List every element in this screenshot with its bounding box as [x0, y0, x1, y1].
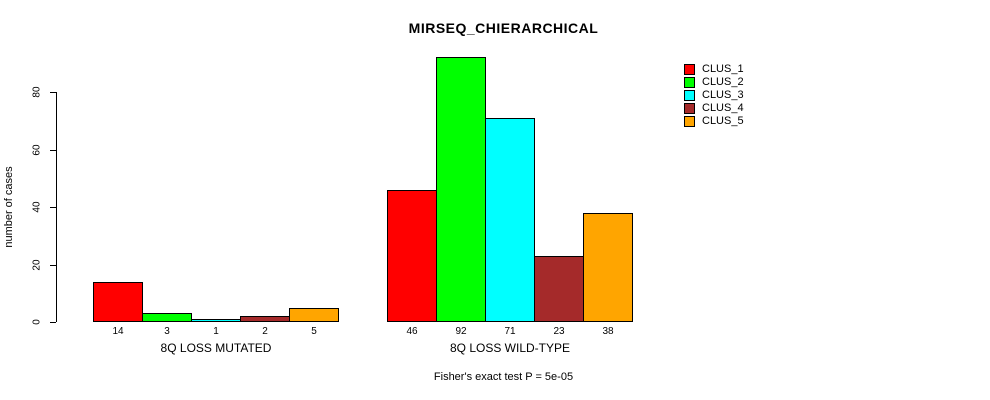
bar-clus_4-group2 — [534, 256, 584, 322]
y-axis-tick-label: 60 — [31, 143, 43, 156]
legend-swatch-clus_3 — [684, 90, 695, 101]
legend-item-clus_3: CLUS_3 — [684, 89, 744, 102]
legend-label-clus_1: CLUS_1 — [702, 63, 744, 75]
bar-clus_1-group1 — [93, 282, 143, 322]
bar-value-clus_3-group2: 71 — [504, 326, 516, 337]
bar-clus_2-group1 — [142, 313, 192, 322]
y-axis-tick — [50, 322, 56, 323]
bar-value-clus_1-group1: 14 — [112, 326, 124, 337]
group-label-2: 8Q LOSS WILD-TYPE — [449, 341, 571, 355]
bar-clus_5-group1 — [289, 308, 339, 322]
bar-clus_2-group2 — [436, 57, 486, 322]
legend-swatch-clus_5 — [684, 116, 695, 127]
bar-value-clus_2-group1: 3 — [164, 326, 170, 337]
y-axis-tick-label: 40 — [31, 201, 43, 213]
legend-item-clus_4: CLUS_4 — [684, 102, 744, 115]
bar-clus_4-group1 — [240, 316, 290, 322]
y-axis-tick — [50, 92, 56, 93]
legend-item-clus_1: CLUS_1 — [684, 63, 744, 76]
bar-clus_3-group2 — [485, 118, 535, 322]
group-label-1: 8Q LOSS MUTATED — [160, 341, 272, 355]
bar-value-clus_1-group2: 46 — [406, 326, 418, 337]
legend-swatch-clus_1 — [684, 64, 695, 75]
bar-value-clus_3-group1: 1 — [213, 326, 219, 337]
legend-label-clus_3: CLUS_3 — [702, 89, 744, 101]
bar-value-clus_4-group1: 2 — [262, 326, 268, 337]
y-axis-tick — [50, 149, 56, 151]
bar-value-clus_4-group2: 23 — [553, 326, 565, 337]
legend-swatch-clus_4 — [684, 103, 695, 114]
bar-value-clus_2-group2: 92 — [455, 326, 467, 337]
y-axis-tick-label: 20 — [31, 258, 43, 271]
y-axis-tick — [50, 207, 56, 208]
legend-label-clus_4: CLUS_4 — [702, 102, 744, 114]
y-axis-tick-label: 0 — [31, 319, 43, 325]
chart-title: MIRSEQ_CHIERARCHICAL — [408, 20, 599, 36]
y-axis-line — [56, 92, 57, 322]
legend-label-clus_5: CLUS_5 — [702, 115, 744, 127]
y-axis-tick-label: 80 — [31, 86, 43, 98]
bar-value-clus_5-group2: 38 — [602, 326, 614, 337]
legend-label-clus_2: CLUS_2 — [702, 76, 744, 88]
legend-item-clus_2: CLUS_2 — [684, 76, 744, 89]
bar-value-clus_5-group1: 5 — [311, 326, 317, 337]
bar-clus_3-group1 — [191, 319, 241, 322]
y-axis-tick — [50, 264, 56, 266]
legend-swatch-clus_2 — [684, 77, 695, 88]
legend-item-clus_5: CLUS_5 — [684, 115, 744, 128]
annotation-text: Fisher's exact test P = 5e-05 — [433, 371, 574, 383]
legend: CLUS_1 CLUS_2 CLUS_3 CLUS_4 CLUS_5 — [684, 63, 744, 128]
bar-clus_5-group2 — [583, 213, 633, 322]
bar-clus_1-group2 — [387, 190, 437, 322]
